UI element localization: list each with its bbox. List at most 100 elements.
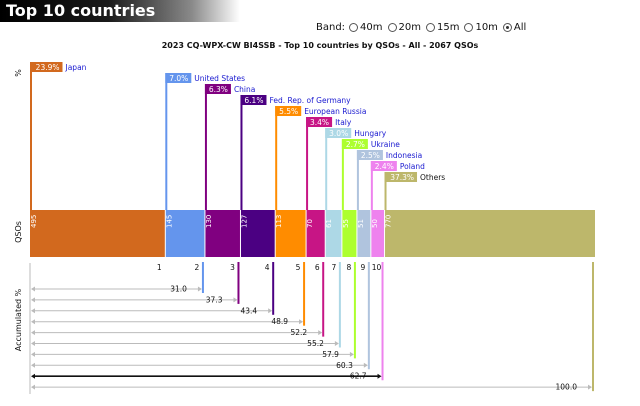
rank-label: 7 xyxy=(331,263,336,272)
page-title-banner: Top 10 countries xyxy=(0,0,240,22)
accumulated-arrow-head-right xyxy=(197,286,202,292)
band-option-40m[interactable]: 40m xyxy=(349,22,383,33)
accumulated-arrow-head-right xyxy=(349,351,354,357)
percent-label-box xyxy=(165,73,192,83)
band-option-label: 10m xyxy=(475,22,498,33)
qso-value-label: 51 xyxy=(357,219,365,228)
percent-value-label: 7.0% xyxy=(169,74,188,83)
percent-value-label: 6.1% xyxy=(244,96,263,105)
country-label: Italy xyxy=(335,118,352,127)
chart-title: 2023 CQ-WPX-CW BI4SSB - Top 10 countries… xyxy=(161,41,479,50)
band-radio-20m[interactable] xyxy=(387,23,397,32)
accumulated-arrow-head-left xyxy=(31,319,35,325)
qso-bar-6 xyxy=(306,210,326,257)
accumulated-arrow-head-left xyxy=(31,286,35,292)
band-option-label: 20m xyxy=(398,22,421,33)
rank-label: 2 xyxy=(195,263,200,272)
rank-label: 8 xyxy=(347,263,352,272)
percent-value-label: 3.0% xyxy=(329,129,348,138)
band-label: Band: xyxy=(316,22,346,33)
percent-label-box xyxy=(370,161,397,171)
rank-label: 5 xyxy=(296,263,301,272)
percent-value-label: 2.7% xyxy=(346,140,365,149)
accumulated-arrow-head-left xyxy=(31,362,35,368)
qso-value-label: 55 xyxy=(342,219,350,228)
qso-value-label: 130 xyxy=(205,215,213,228)
accumulated-value-label: 48.9 xyxy=(271,317,288,326)
accumulated-arrow-head-right xyxy=(588,384,592,390)
band-selector: Band: 40m 20m 15m 10m All xyxy=(316,22,531,33)
rank-label: 10 xyxy=(372,263,382,272)
country-label: Fed. Rep. of Germany xyxy=(269,96,351,105)
qso-value-label: 113 xyxy=(275,215,283,228)
country-label: Indonesia xyxy=(386,151,422,160)
accumulated-arrow-head-left xyxy=(31,351,35,357)
band-option-15m[interactable]: 15m xyxy=(425,22,460,33)
percent-label-box xyxy=(356,150,383,160)
accumulated-value-label: 55.2 xyxy=(307,339,324,348)
band-radio-all[interactable] xyxy=(502,23,512,32)
accumulated-arrow-head-left xyxy=(31,330,35,336)
percent-value-label: 2.4% xyxy=(375,162,394,171)
qso-bar-7 xyxy=(325,210,342,257)
qso-bar-8 xyxy=(341,210,357,257)
accumulated-value-label: 100.0 xyxy=(556,383,578,392)
country-label: European Russia xyxy=(304,107,366,116)
qso-value-label: 50 xyxy=(371,219,379,228)
accumulated-value-label: 31.0 xyxy=(170,285,187,294)
percent-value-label: 3.4% xyxy=(310,118,329,127)
accumulated-value-label: 60.3 xyxy=(336,361,353,370)
qso-value-label: 70 xyxy=(306,219,314,228)
band-option-label: 40m xyxy=(360,22,383,33)
band-option-label: All xyxy=(513,22,527,33)
rank-label: 6 xyxy=(315,263,320,272)
qso-bar-3 xyxy=(204,210,241,257)
accumulated-arrow-head-right xyxy=(377,373,382,379)
country-label: Japan xyxy=(65,63,87,72)
accumulated-arrow-head-right xyxy=(334,341,339,346)
percent-value-label: 6.3% xyxy=(209,85,228,94)
qso-bar-11 xyxy=(384,210,595,257)
country-label: China xyxy=(234,85,255,94)
band-option-label: 15m xyxy=(436,22,460,33)
qso-value-label: 145 xyxy=(165,215,173,228)
rank-label: 9 xyxy=(360,263,365,272)
accumulated-arrow-head-right xyxy=(268,308,273,314)
rank-label: 1 xyxy=(157,263,162,272)
qso-bar-10 xyxy=(370,210,385,257)
percent-value-label: 5.5% xyxy=(279,107,298,116)
country-label: Ukraine xyxy=(371,140,400,149)
country-label: Poland xyxy=(400,162,425,171)
accumulated-arrow-head-right xyxy=(299,319,304,325)
band-option-all[interactable]: All xyxy=(502,22,527,33)
percent-label-box xyxy=(204,84,231,94)
accumulated-arrow-head-left xyxy=(31,373,35,379)
accumulated-arrow-head-right xyxy=(363,362,368,368)
accumulated-arrow-head-left xyxy=(31,384,35,390)
percent-label-box xyxy=(341,139,368,149)
percent-value-label: 37.3% xyxy=(390,173,414,182)
accumulated-value-label: 43.4 xyxy=(240,306,257,315)
percent-label-box xyxy=(325,128,352,138)
country-label: Others xyxy=(420,173,445,182)
accumulated-value-label: 57.9 xyxy=(322,350,339,359)
band-radio-40m[interactable] xyxy=(349,23,359,32)
accumulated-arrow-head-left xyxy=(31,341,35,346)
accumulated-axis-label: Accumulated % xyxy=(14,288,23,351)
accumulated-arrow-head-left xyxy=(31,308,35,314)
band-radio-10m[interactable] xyxy=(464,23,474,32)
page-title: Top 10 countries xyxy=(6,1,156,20)
country-label: United States xyxy=(194,74,245,83)
percent-label-box xyxy=(384,172,418,182)
accumulated-arrow-head-left xyxy=(31,297,35,303)
qso-bar-9 xyxy=(356,210,371,257)
band-radio-15m[interactable] xyxy=(425,23,435,32)
country-label: Hungary xyxy=(354,129,387,138)
rank-label: 4 xyxy=(265,263,270,272)
percent-value-label: 2.5% xyxy=(361,151,380,160)
percent-label-box xyxy=(30,62,63,72)
band-option-10m[interactable]: 10m xyxy=(464,22,498,33)
qso-bar-2 xyxy=(165,210,205,257)
band-option-20m[interactable]: 20m xyxy=(387,22,421,33)
rank-label: 3 xyxy=(230,263,235,272)
